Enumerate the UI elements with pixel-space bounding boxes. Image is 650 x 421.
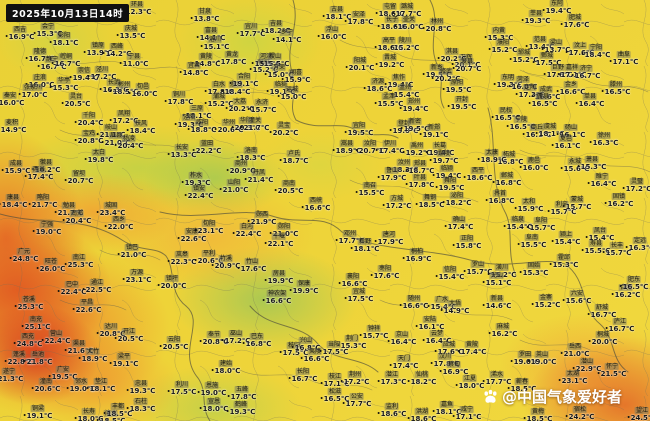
watermark-text: @中国气象爱好者 — [502, 388, 623, 406]
timestamp-label: 2025年10月13日14时 — [6, 4, 130, 22]
paw-logo-icon — [482, 388, 499, 405]
watermark: @中国气象爱好者 — [482, 386, 622, 407]
